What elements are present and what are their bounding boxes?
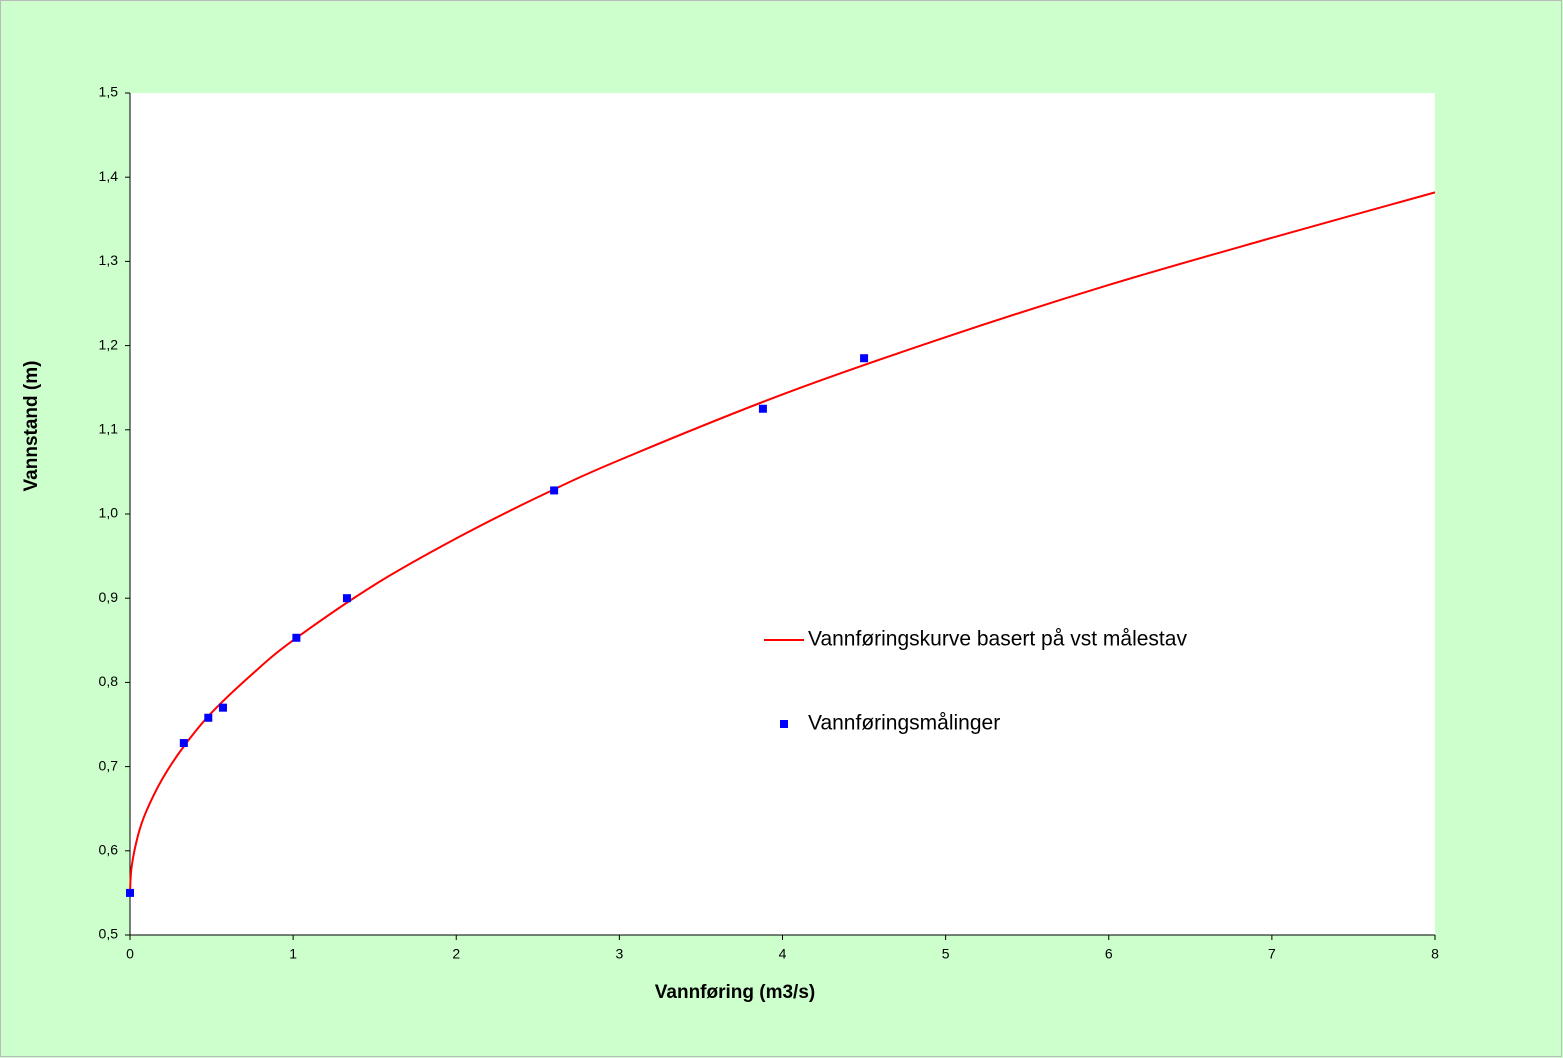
x-tick-label: 2 <box>452 946 460 962</box>
x-tick-label: 3 <box>615 946 623 962</box>
legend-label: Vannføringsmålinger <box>808 712 1000 735</box>
y-tick-label: 1,0 <box>99 505 119 521</box>
y-tick-label: 0,5 <box>99 926 119 942</box>
y-tick-label: 0,9 <box>99 589 119 605</box>
measurement-point <box>292 633 301 642</box>
y-axis-title: Vannstand (m) <box>21 361 42 492</box>
x-tick-label: 1 <box>289 946 297 962</box>
measurement-point <box>860 354 869 363</box>
y-tick-label: 1,2 <box>99 336 119 352</box>
plot-area <box>130 93 1435 935</box>
y-tick-label: 1,4 <box>99 168 119 184</box>
y-tick-label: 0,8 <box>99 673 119 689</box>
x-tick-label: 4 <box>779 946 787 962</box>
legend-marker <box>780 720 788 728</box>
y-tick-label: 0,7 <box>99 757 119 773</box>
rating-curve <box>129 191 1436 893</box>
y-tick-label: 1,3 <box>99 252 119 268</box>
measurement-point <box>758 404 767 413</box>
legend-label: Vannføringskurve basert på vst målestav <box>808 628 1187 651</box>
y-tick-label: 1,5 <box>99 84 119 100</box>
x-axis-title: Vannføring (m3/s) <box>655 982 815 1003</box>
x-tick-label: 6 <box>1105 946 1113 962</box>
measurement-point <box>550 486 559 495</box>
y-tick-label: 1,1 <box>99 421 119 437</box>
x-tick-label: 8 <box>1431 946 1439 962</box>
measurement-point <box>342 594 351 603</box>
x-tick-label: 5 <box>942 946 950 962</box>
measurement-point <box>126 888 134 897</box>
x-tick-label: 0 <box>126 946 134 962</box>
x-tick-label: 7 <box>1268 946 1276 962</box>
measurement-point <box>179 739 188 748</box>
measurement-point <box>218 703 227 712</box>
y-tick-label: 0,6 <box>99 842 119 858</box>
measurement-point <box>204 713 213 722</box>
